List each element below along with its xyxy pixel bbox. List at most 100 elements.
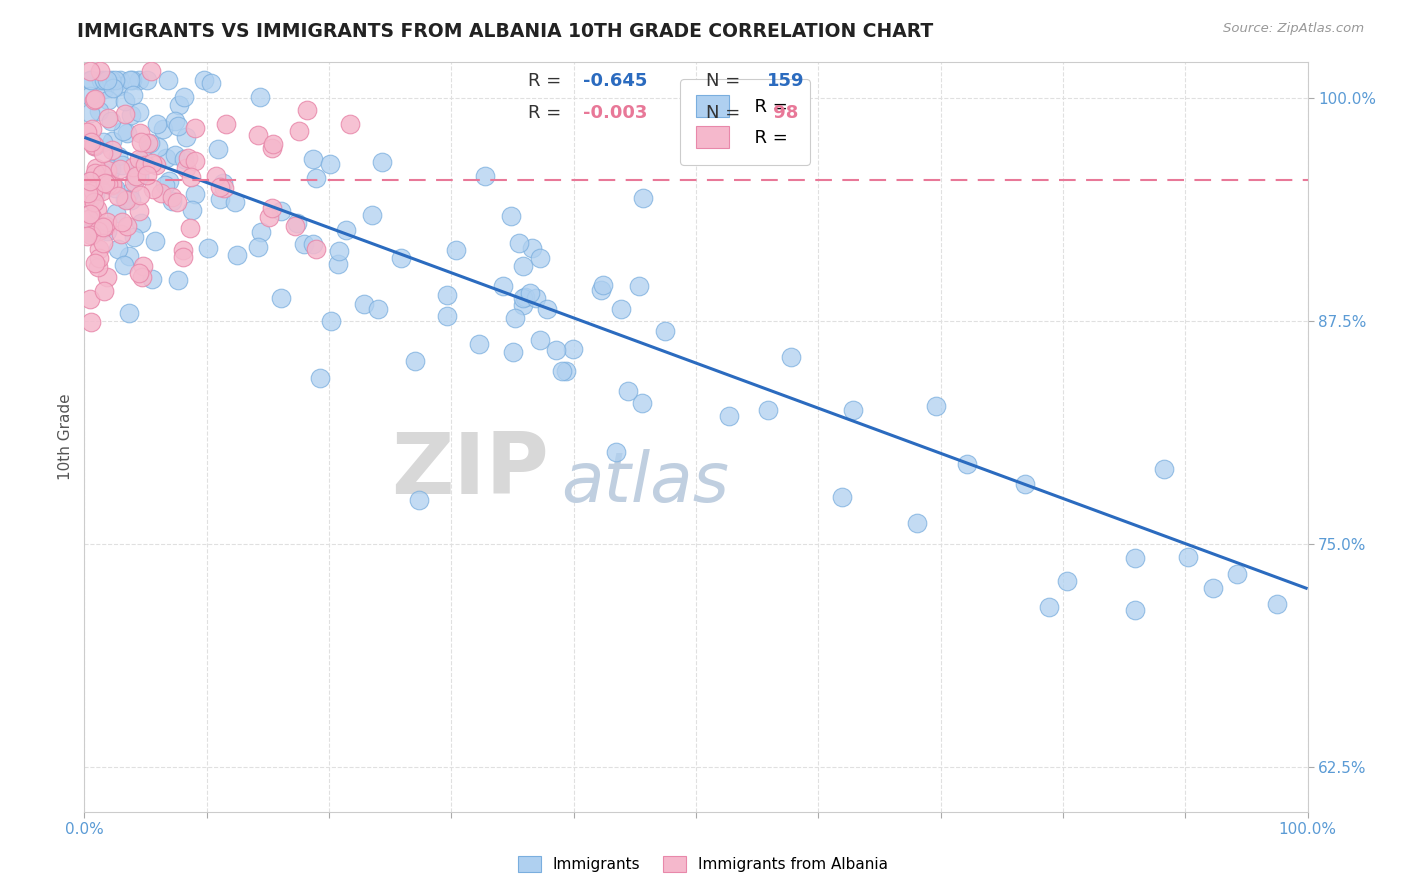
Point (173, 89, 195, 103)
Point (115, 194, 138, 208)
Point (83, 169, 105, 184)
Point (79, 106, 101, 120)
Point (339, 117, 361, 131)
Point (249, 90, 271, 104)
Point (79, 174, 101, 188)
Point (121, 73, 143, 87)
Point (87, 242, 110, 256)
Point (76, 188, 98, 202)
Point (301, 152, 323, 166)
Point (118, 73, 141, 87)
Point (502, 344, 524, 359)
Point (91, 222, 114, 236)
Point (101, 144, 124, 158)
Point (117, 186, 139, 201)
Point (87, 251, 110, 265)
Point (628, 278, 651, 293)
Point (526, 291, 548, 305)
Point (260, 141, 283, 155)
Point (101, 134, 124, 148)
Text: 159: 159 (766, 72, 804, 90)
Point (139, 64, 162, 78)
Legend:   R = ,   R = : R = , R = (681, 79, 810, 164)
Point (1202, 581, 1225, 595)
Point (91, 135, 114, 149)
Point (129, 216, 152, 230)
Point (591, 283, 613, 297)
Point (842, 403, 865, 417)
Point (117, 249, 139, 263)
Point (79, 207, 101, 221)
Point (80, 315, 103, 329)
Point (166, 273, 188, 287)
Point (780, 350, 803, 364)
Point (367, 302, 389, 317)
Point (122, 88, 145, 103)
Point (1123, 550, 1146, 565)
Point (180, 203, 202, 218)
Point (353, 297, 375, 311)
Point (128, 73, 150, 87)
Point (211, 176, 233, 190)
Point (124, 162, 146, 177)
Point (361, 208, 384, 222)
Point (91, 220, 114, 235)
Point (328, 244, 350, 259)
Point (134, 158, 156, 172)
Point (1056, 574, 1078, 588)
Point (179, 221, 201, 235)
Point (76, 125, 98, 139)
Text: N =: N = (706, 104, 745, 122)
Point (247, 128, 270, 142)
Point (98, 166, 121, 180)
Point (79, 227, 101, 242)
Point (468, 337, 491, 351)
Point (145, 158, 167, 172)
Point (80, 121, 103, 136)
Point (136, 168, 159, 182)
Point (146, 117, 169, 131)
Point (93, 82, 115, 96)
Text: N =: N = (706, 72, 745, 90)
Point (112, 258, 135, 272)
Point (128, 266, 150, 280)
Point (101, 81, 124, 95)
Point (654, 324, 676, 338)
Point (115, 126, 138, 140)
Point (80, 73, 103, 87)
Point (100, 161, 122, 176)
Point (212, 181, 235, 195)
Point (139, 136, 162, 151)
Point (150, 186, 173, 200)
Point (114, 94, 136, 108)
Point (718, 409, 741, 423)
Point (114, 107, 136, 121)
Point (180, 170, 202, 185)
Point (104, 181, 127, 195)
Text: -0.003: -0.003 (583, 104, 648, 122)
Point (83, 92, 105, 106)
Point (100, 114, 122, 128)
Point (79, 89, 101, 103)
Point (121, 161, 143, 175)
Text: IMMIGRANTS VS IMMIGRANTS FROM ALBANIA 10TH GRADE CORRELATION CHART: IMMIGRANTS VS IMMIGRANTS FROM ALBANIA 10… (77, 22, 934, 41)
Point (143, 234, 166, 248)
Point (172, 243, 194, 257)
Point (131, 259, 153, 273)
Point (1267, 597, 1289, 611)
Point (76, 186, 98, 200)
Point (129, 126, 152, 140)
Point (561, 342, 583, 356)
Point (83, 216, 105, 230)
Point (114, 192, 136, 206)
Point (93, 73, 115, 87)
Point (79, 176, 101, 190)
Point (120, 193, 142, 207)
Point (207, 142, 229, 156)
Point (101, 178, 124, 192)
Point (592, 278, 614, 293)
Point (508, 235, 530, 250)
Point (371, 154, 394, 169)
Point (118, 306, 141, 320)
Point (305, 170, 328, 185)
